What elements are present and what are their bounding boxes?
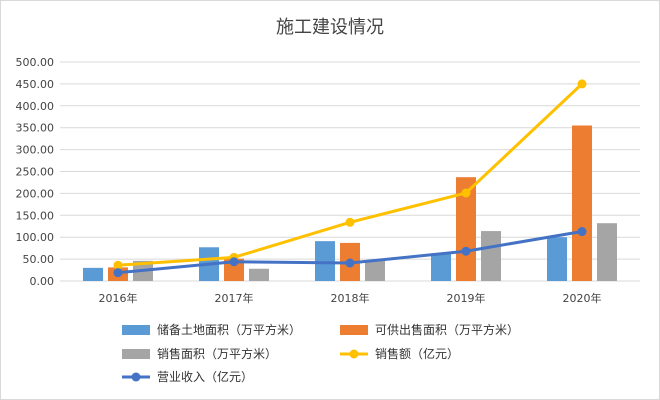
- line-point: [229, 257, 239, 267]
- bar: [481, 231, 501, 281]
- line-point: [577, 79, 587, 89]
- x-tick-label: 2016年: [99, 291, 138, 305]
- y-tick-label: 200.00: [16, 187, 55, 200]
- legend-item: 储备土地面积（万平方米）: [122, 322, 301, 337]
- x-tick-label: 2019年: [447, 291, 486, 305]
- bar: [572, 125, 592, 281]
- legend-label: 销售面积（万平方米）: [157, 346, 277, 361]
- x-tick-label: 2020年: [563, 291, 602, 305]
- bar: [456, 177, 476, 281]
- line-point: [113, 268, 123, 278]
- bar: [224, 258, 244, 281]
- y-axis-ticks: 0.00 50.00 100.00 150.00 200.00 250.00 300.00 3…: [16, 56, 55, 288]
- y-tick-label: 100.00: [16, 231, 55, 244]
- bar: [365, 259, 385, 281]
- bar: [431, 253, 451, 281]
- bar: [597, 223, 617, 281]
- lines: [113, 79, 587, 278]
- y-tick-label: 500.00: [16, 56, 55, 69]
- bar: [83, 267, 103, 281]
- legend-item: 营业收入（亿元）: [122, 369, 253, 384]
- line-point: [113, 260, 123, 270]
- bar: [315, 241, 335, 281]
- legend-item: 销售面积（万平方米）: [122, 346, 277, 361]
- bar: [249, 268, 269, 281]
- legend-label: 储备土地面积（万平方米）: [157, 322, 301, 337]
- y-tick-label: 150.00: [16, 209, 55, 222]
- legend-swatch: [122, 349, 150, 359]
- legend-marker: [349, 349, 359, 359]
- line-point: [461, 188, 471, 198]
- line-point: [345, 258, 355, 268]
- y-tick-label: 300.00: [16, 144, 55, 157]
- legend-swatch: [122, 325, 150, 335]
- legend-item: 销售额（亿元）: [340, 346, 459, 361]
- line-point: [461, 246, 471, 256]
- legend-label: 营业收入（亿元）: [157, 369, 253, 384]
- chart-title: 施工建设情况: [276, 17, 384, 38]
- legend-item: 可供出售面积（万平方米）: [340, 322, 519, 337]
- y-tick-label: 250.00: [16, 166, 55, 179]
- x-tick-label: 2018年: [331, 291, 370, 305]
- line-point: [345, 217, 355, 227]
- legend-label: 销售额（亿元）: [375, 346, 459, 361]
- grid-lines: [60, 61, 640, 282]
- legend-label: 可供出售面积（万平方米）: [375, 322, 519, 337]
- y-tick-label: 400.00: [16, 100, 55, 113]
- x-axis-ticks: 2016年 2017年 2018年 2019年 2020年: [99, 291, 602, 305]
- legend-swatch: [340, 325, 368, 335]
- line-point: [577, 227, 587, 237]
- bar: [547, 237, 567, 281]
- legend: 储备土地面积（万平方米） 可供出售面积（万平方米） 销售面积（万平方米） 销售额（亿元…: [122, 322, 519, 384]
- y-tick-label: 50.00: [23, 253, 55, 266]
- y-tick-label: 350.00: [16, 122, 55, 135]
- x-tick-label: 2017年: [215, 291, 254, 305]
- y-tick-label: 450.00: [16, 78, 55, 91]
- y-tick-label: 0.00: [30, 275, 55, 288]
- legend-marker: [131, 372, 141, 382]
